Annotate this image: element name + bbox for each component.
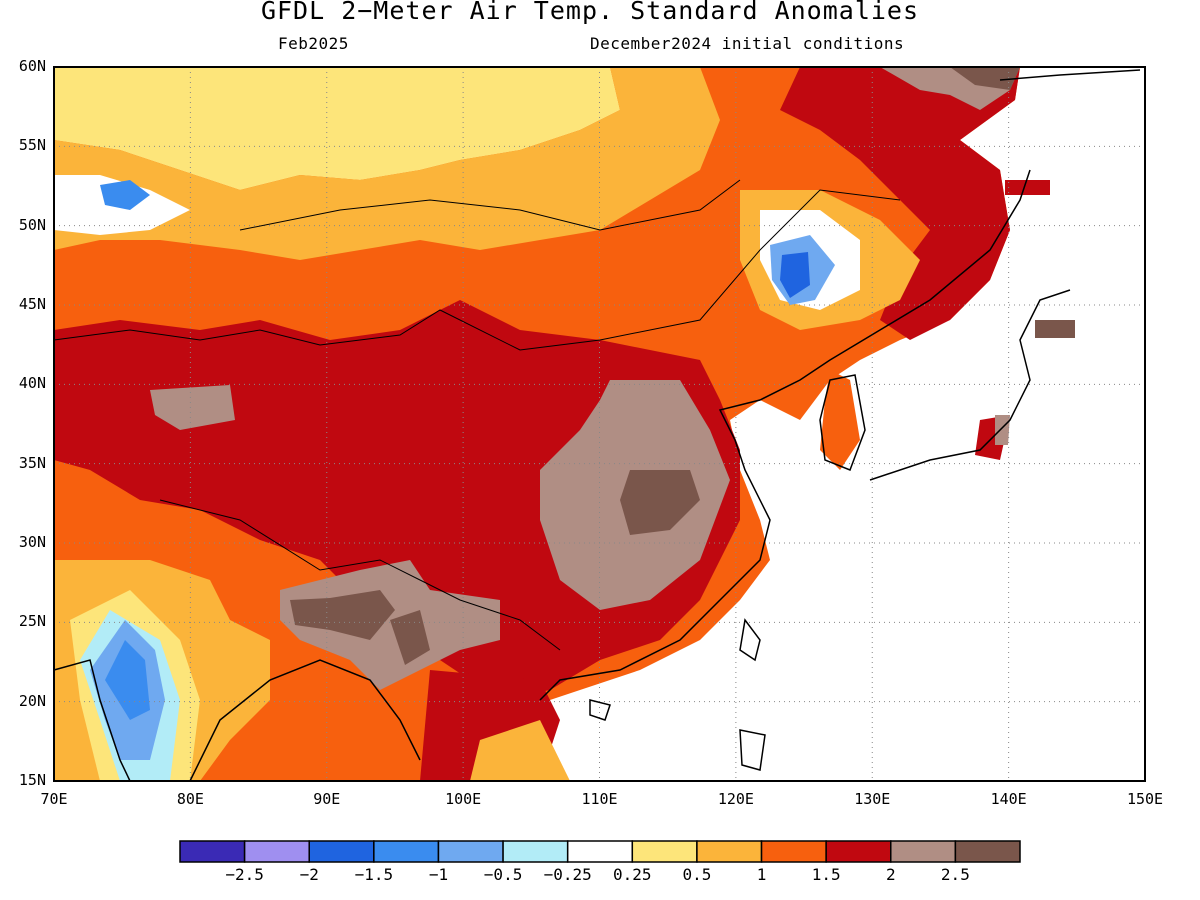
lat-tick-label: 15N <box>18 771 46 789</box>
colorbar-label: −1 <box>428 865 449 884</box>
lon-tick-label: 90E <box>313 790 341 808</box>
lon-tick-label: 120E <box>717 790 754 808</box>
lat-tick-label: 60N <box>18 57 46 75</box>
lat-tick-label: 25N <box>18 612 46 631</box>
colorbar-swatch <box>566 840 634 863</box>
colorbar-label: 2.5 <box>940 865 970 884</box>
colorbar-swatch <box>760 840 827 863</box>
colorbar-swatch <box>825 840 892 863</box>
colorbar-label: 0.25 <box>613 865 652 884</box>
colorbar-label: −2.5 <box>225 865 264 884</box>
colorbar-swatch <box>179 840 246 863</box>
colorbar-label: −0.25 <box>543 865 592 884</box>
lon-tick-label: 80E <box>176 790 204 808</box>
colorbar-label: −0.5 <box>483 865 523 884</box>
lat-tick-label: 20N <box>18 691 46 710</box>
borders <box>53 179 901 651</box>
colorbar-swatch <box>890 840 957 863</box>
lon-tick-label: 140E <box>990 790 1027 808</box>
lon-tick-label: 100E <box>445 790 482 808</box>
colorbar-swatch <box>437 840 504 863</box>
lat-tick-label: 35N <box>18 453 46 472</box>
anomaly-field <box>54 67 1145 781</box>
colorbar-label: 1 <box>756 865 767 884</box>
map-frame <box>53 66 1146 782</box>
colorbar-swatch <box>308 840 375 863</box>
colorbar-label: 2 <box>885 865 896 884</box>
map-title: GFDL 2−Meter Air Temp. Standard Anomalie… <box>260 0 920 25</box>
lat-tick-label: 30N <box>18 533 46 551</box>
lon-tick-label: 130E <box>854 790 891 808</box>
colorbar-label: −2 <box>299 865 319 884</box>
colorbar-swatch <box>243 840 310 863</box>
colorbar-swatch <box>373 840 440 863</box>
colorbar <box>179 840 1021 863</box>
colorbar-swatch <box>631 840 698 863</box>
initial-conditions: December2024 initial conditions <box>590 34 905 53</box>
forecast-month: Feb2025 <box>278 34 349 53</box>
lon-tick-label: 110E <box>581 790 618 808</box>
colorbar-swatch <box>502 840 569 863</box>
lat-tick-label: 50N <box>18 215 46 234</box>
lon-tick-label: 150E <box>1126 790 1164 808</box>
colorbar-swatch <box>954 840 1021 863</box>
colorbar-label: 0.5 <box>682 865 712 884</box>
lat-tick-label: 55N <box>18 136 46 155</box>
lon-tick-label: 70E <box>40 790 68 808</box>
lat-tick-label: 40N <box>18 374 46 393</box>
colorbar-label: −1.5 <box>354 865 394 884</box>
colorbar-swatch <box>696 840 763 863</box>
lat-tick-label: 45N <box>18 295 46 313</box>
coastlines <box>53 69 1141 782</box>
colorbar-label: 1.5 <box>811 865 841 884</box>
